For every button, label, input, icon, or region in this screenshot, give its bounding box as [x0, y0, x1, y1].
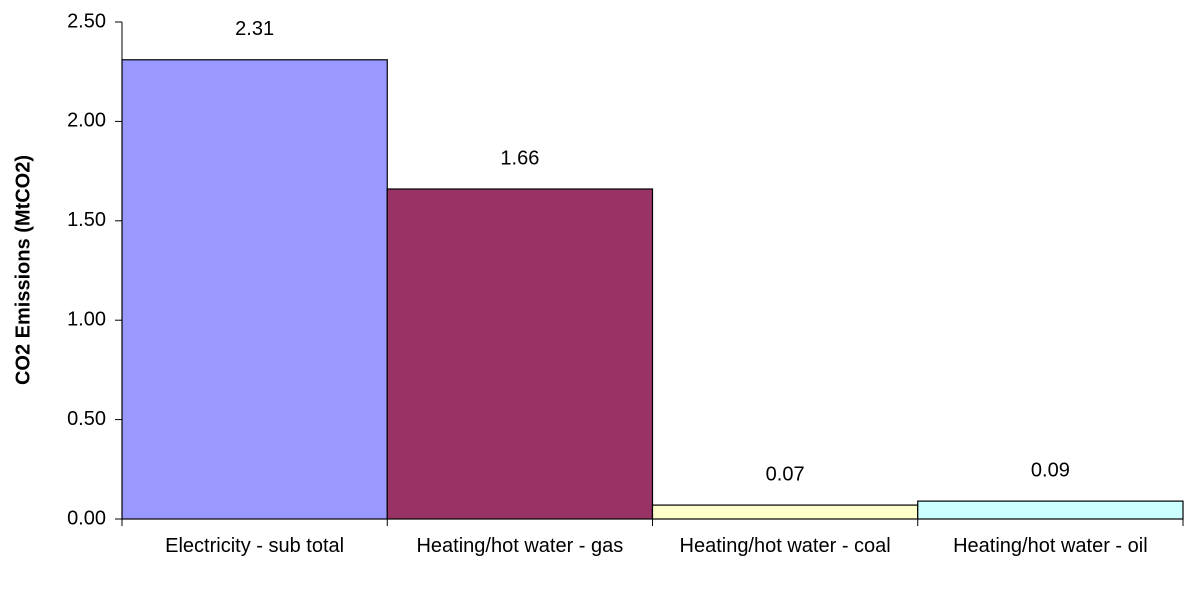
y-tick-label: 2.00	[67, 110, 106, 132]
y-axis-title: CO2 Emissions (MtCO2)	[12, 155, 34, 385]
x-tick-label: Heating/hot water - gas	[416, 535, 624, 557]
y-tick-label: 1.50	[67, 209, 106, 231]
value-label: 0.07	[766, 463, 805, 485]
bar	[386, 188, 654, 520]
value-label: 2.31	[235, 18, 274, 40]
bar	[917, 500, 1184, 520]
bar	[651, 504, 919, 520]
value-label: 0.09	[1031, 459, 1070, 481]
x-tick-label: Heating/hot water - oil	[953, 535, 1148, 557]
x-tick-label: Heating/hot water - coal	[679, 535, 891, 557]
y-tick-label: 0.50	[67, 408, 106, 430]
x-tick-label: Electricity - sub total	[165, 535, 345, 557]
y-tick-label: 1.00	[67, 308, 106, 330]
bar	[121, 59, 388, 520]
y-tick-label: 0.00	[67, 507, 106, 529]
y-tick-label: 2.50	[67, 10, 106, 32]
value-label: 1.66	[500, 147, 539, 169]
